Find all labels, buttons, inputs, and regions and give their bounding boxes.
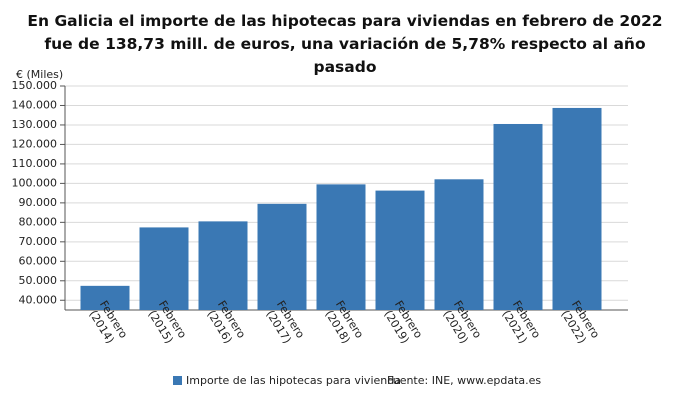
y-tick-label: 130.000 [12,118,58,131]
legend-label: Importe de las hipotecas para vivienda [186,374,401,387]
y-tick-label: 40.000 [19,293,58,306]
bar [552,107,602,311]
bar [139,227,189,310]
bar [80,285,130,310]
bar [493,123,543,310]
bar [198,221,248,310]
y-tick-label: 120.000 [12,137,58,150]
y-tick-label: 150.000 [12,79,58,92]
y-tick-label: 90.000 [19,196,58,209]
bar [257,203,307,310]
y-tick-label: 140.000 [12,98,58,111]
bar [316,184,366,310]
source: Fuente: INE, www.epdata.es [387,374,541,387]
y-tick-label: 50.000 [19,274,58,287]
legend-swatch [173,376,182,385]
bar [375,190,425,310]
y-tick-label: 80.000 [19,215,58,228]
y-tick-label: 110.000 [12,157,58,170]
y-tick-label: 70.000 [19,235,58,248]
chart-title: En Galicia el importe de las hipotecas p… [27,12,663,76]
y-axis-label: € (Miles) [16,68,63,81]
y-tick-label: 100.000 [12,176,58,189]
bar [434,179,484,310]
y-tick-label: 60.000 [19,254,58,267]
